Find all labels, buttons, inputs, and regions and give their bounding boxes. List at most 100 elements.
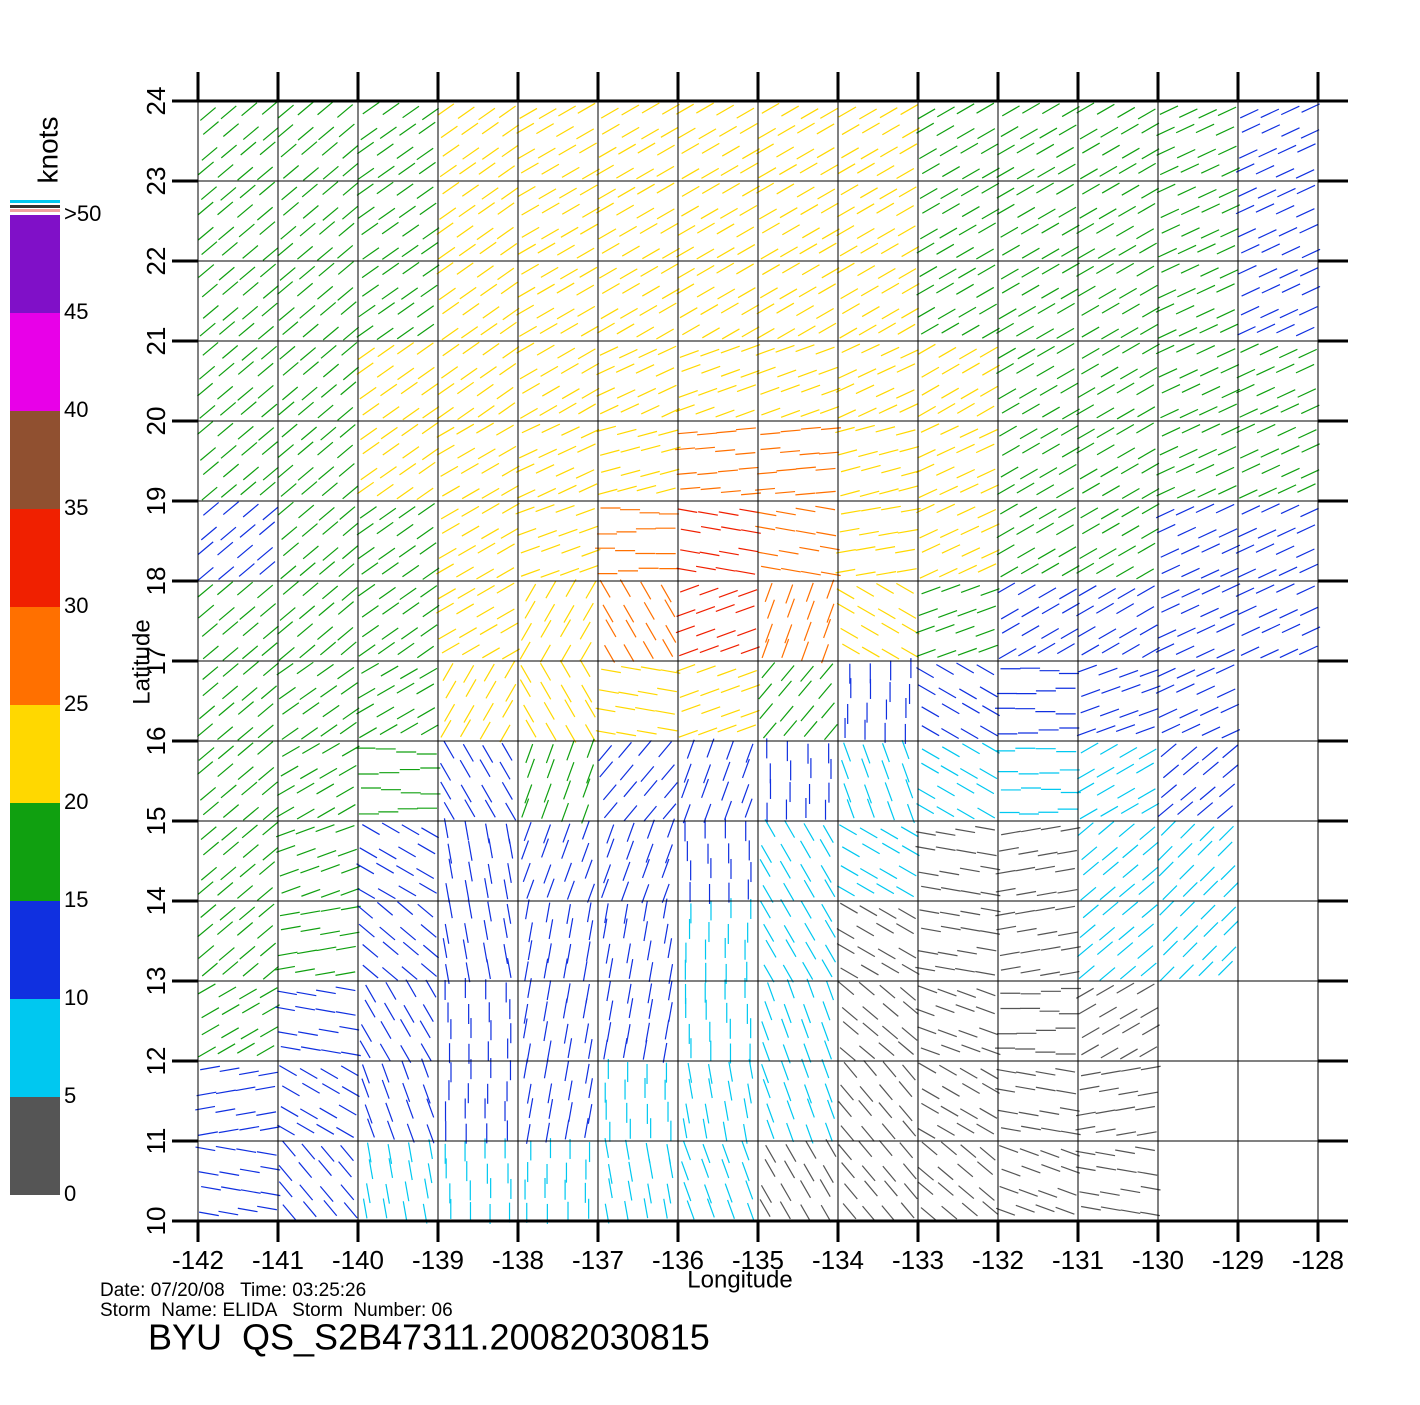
wind-vector [237,742,254,757]
wind-vector [280,1045,301,1051]
wind-vector [198,1171,219,1176]
wind-vector [776,302,795,314]
wind-vector [736,107,755,119]
wind-vector [645,1022,650,1043]
wind-vector [565,724,577,743]
wind-vector [482,744,494,763]
wind-vector [1081,347,1100,359]
wind-vector [1121,1067,1141,1072]
wind-vector [981,1047,1001,1056]
wind-vector [562,823,571,843]
wind-vector [978,644,998,653]
wind-vector [362,1198,368,1219]
wind-vector [215,1089,236,1095]
wind-vector [1261,623,1281,634]
wind-vector [519,325,537,337]
wind-vector [935,1005,955,1014]
wind-vector [521,423,541,434]
wind-vector [758,127,777,139]
wind-vector [396,682,415,694]
wind-vector [976,102,995,114]
wind-vector [420,624,438,637]
wind-vector [416,487,434,501]
wind-vector [236,922,254,936]
wind-vector [780,409,801,418]
wind-vector [219,1171,240,1176]
wind-vector [584,859,593,879]
wind-vector [436,602,454,614]
wind-vector [318,262,335,277]
wind-vector [795,466,816,470]
wind-vector [1258,147,1277,158]
wind-vector [338,764,357,776]
wind-vector [1278,227,1298,237]
wind-vector [896,582,914,594]
wind-vector [358,583,376,597]
wind-vector [1216,649,1236,659]
wind-vector [1041,263,1060,275]
wind-vector [785,584,794,604]
wind-vector [761,638,770,659]
wind-vector [1021,827,1041,833]
wind-vector [198,1131,218,1136]
wind-vector [1135,1105,1155,1111]
x-tick-label: -134 [812,1245,864,1275]
wind-vector [640,265,659,277]
wind-vector [258,1071,279,1077]
wind-vector [980,523,1000,533]
wind-vector [1116,382,1135,394]
wind-vector [857,265,876,277]
wind-vector [1216,283,1235,293]
wind-vector [906,803,915,824]
wind-vector [919,528,938,539]
wind-vector [218,606,235,621]
wind-vector [562,998,568,1019]
wind-vector [761,407,781,416]
wind-vector [1180,205,1200,216]
wind-vector [436,563,454,575]
wind-vector [781,638,790,658]
wind-vector [918,608,938,617]
wind-vector [859,490,880,497]
wind-vector [538,108,557,120]
wind-vector [300,910,321,916]
wind-vector [1119,669,1139,678]
wind-vector [276,662,294,676]
wind-vector [218,1128,239,1134]
wind-vector [481,462,500,474]
wind-vector [282,165,300,179]
wind-vector [766,982,775,1002]
wind-vector [543,1021,549,1042]
wind-vector [1142,866,1159,881]
wind-vector [899,445,920,453]
wind-vector [715,449,736,453]
wind-vector [839,824,857,836]
wind-vector [1196,344,1216,355]
wind-vector [836,206,855,218]
wind-vector [299,305,316,319]
wind-vector [322,165,339,180]
wind-vector [436,444,455,456]
wind-vector [801,384,821,393]
wind-vector [720,302,739,314]
wind-vector [647,983,653,1004]
wind-vector [822,825,834,843]
wind-vector [1200,229,1220,239]
wind-vector [222,281,239,296]
wind-vector [1259,345,1279,356]
wind-vector [740,709,760,718]
wind-vector [641,102,660,114]
wind-vector [445,680,457,699]
wind-vector [636,183,655,195]
wind-vector [1116,1131,1137,1136]
wind-vector [1295,363,1315,374]
wind-vector [281,1085,300,1097]
wind-vector [561,802,569,823]
y-tick-label: 22 [141,247,171,276]
wind-vector [646,940,652,961]
wind-vector [195,1105,216,1111]
wind-vector [567,1080,573,1101]
wind-vector [940,1105,959,1117]
wind-vector [980,907,1001,913]
wind-vector [877,948,896,960]
